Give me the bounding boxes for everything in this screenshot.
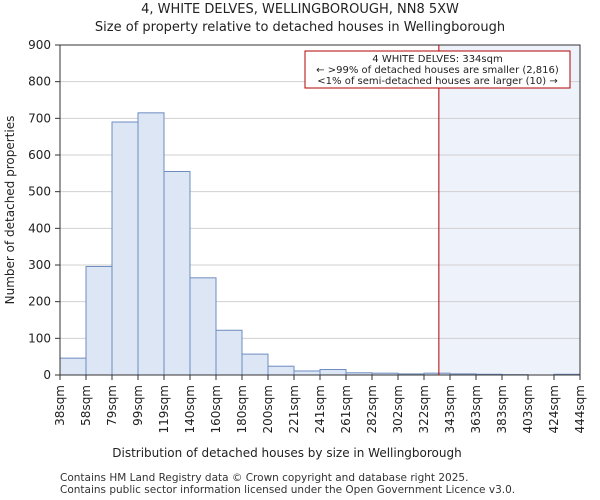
x-tick-label: 140sqm: [183, 385, 197, 433]
x-tick-label: 119sqm: [157, 385, 171, 433]
x-axis-label: Distribution of detached houses by size …: [112, 446, 461, 460]
x-tick-label: 444sqm: [573, 385, 587, 433]
y-tick-label: 800: [28, 75, 51, 89]
x-tick-label: 79sqm: [105, 385, 119, 426]
chart-title: 4, WHITE DELVES, WELLINGBOROUGH, NN8 5XW: [141, 2, 459, 17]
y-tick-label: 100: [28, 331, 51, 345]
y-tick-label: 600: [28, 148, 51, 162]
y-tick-label: 400: [28, 221, 51, 235]
y-tick-label: 300: [28, 258, 51, 272]
annotation-title: 4 WHITE DELVES: 334sqm: [372, 54, 502, 65]
plot-frame: [59, 44, 581, 376]
chart-subtitle: Size of property relative to detached ho…: [94, 20, 506, 35]
x-tick-label: 99sqm: [131, 385, 145, 426]
x-tick-label: 363sqm: [469, 385, 483, 433]
annotation-box: 4 WHITE DELVES: 334sqm ← >99% of detache…: [304, 50, 571, 89]
bar-200sqm: [267, 365, 295, 376]
bar-180sqm: [241, 353, 269, 376]
y-tick-label: 700: [28, 111, 51, 125]
annotation-larger: <1% of semi-detached houses are larger (…: [317, 76, 557, 87]
x-tick-label: 383sqm: [495, 385, 509, 433]
bar-58sqm: [85, 265, 113, 376]
x-tick-label: 302sqm: [391, 385, 405, 433]
x-tick-label: 403sqm: [521, 385, 535, 433]
x-tick-label: 241sqm: [313, 385, 327, 433]
x-tick-label: 180sqm: [235, 385, 249, 433]
larger-region-highlight: [438, 45, 580, 375]
x-tick-label: 160sqm: [209, 385, 223, 433]
x-tick-label: 221sqm: [287, 385, 301, 433]
y-tick-label: 500: [28, 185, 51, 199]
bar-160sqm: [215, 329, 243, 376]
bar-119sqm: [163, 171, 191, 376]
bar-221sqm: [293, 370, 321, 376]
x-tick-label: 282sqm: [365, 385, 379, 433]
x-tick-label: 200sqm: [261, 385, 275, 433]
y-axis-label: Number of detached properties: [3, 116, 17, 305]
y-tick-label: 0: [43, 368, 51, 382]
bar-140sqm: [189, 277, 217, 376]
footer-copyright: Contains HM Land Registry data © Crown c…: [60, 472, 469, 484]
x-tick-label: 322sqm: [417, 385, 431, 433]
bar-99sqm: [137, 112, 165, 376]
bar-241sqm: [319, 369, 347, 376]
x-tick-label: 261sqm: [339, 385, 353, 433]
y-tick-label: 900: [28, 38, 51, 52]
x-tick-label: 58sqm: [79, 385, 93, 426]
annotation-smaller: ← >99% of detached houses are smaller (2…: [316, 65, 559, 76]
bar-79sqm: [111, 121, 139, 376]
y-tick-label: 200: [28, 295, 51, 309]
bar-38sqm: [59, 357, 87, 376]
x-tick-label: 424sqm: [547, 385, 561, 433]
x-tick-label: 38sqm: [53, 385, 67, 426]
footer-licence: Contains public sector information licen…: [60, 484, 516, 496]
x-tick-label: 343sqm: [443, 385, 457, 433]
